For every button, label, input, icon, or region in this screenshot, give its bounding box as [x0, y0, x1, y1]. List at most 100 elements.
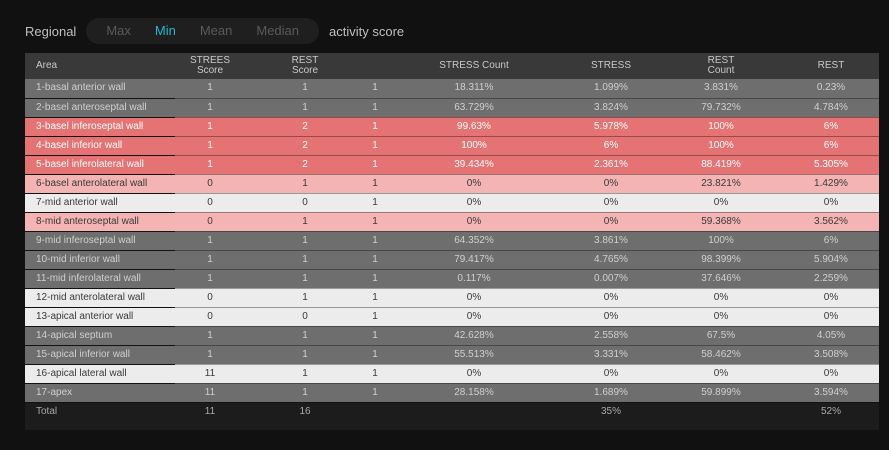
cell-extra: 1 [365, 174, 385, 194]
cell-rest: 0% [783, 307, 879, 327]
total-row: Total 11 16 35% 52% [25, 402, 879, 422]
cell-rest-score: 2 [245, 155, 365, 175]
cell-stress: 4.765% [563, 250, 659, 270]
cell-stress-score: 1 [175, 326, 245, 346]
cell-stress-count: 63.729% [385, 98, 563, 118]
cell-area: 4-basel inferior wall [25, 136, 175, 156]
table-row[interactable]: 7-mid anterior wall 0 0 1 0% 0% 0% 0% [25, 193, 879, 213]
cell-stress-score: 1 [175, 136, 245, 156]
cell-area: 16-apical lateral wall [25, 364, 175, 384]
cell-rest-score: 1 [245, 326, 365, 346]
cell-rest-count: 59.899% [659, 383, 783, 403]
cell-stress: 3.824% [563, 98, 659, 118]
table-row[interactable]: 5-basel inferolateral wall 1 2 1 39.434% 2.36… [25, 155, 879, 175]
col-header-area[interactable]: Area [36, 60, 58, 71]
cell-rest-count: 88.419% [659, 155, 783, 175]
cell-stress-count: 42.628% [385, 326, 563, 346]
cell-rest-count: 58.462% [659, 345, 783, 365]
cell-extra: 1 [365, 117, 385, 137]
cell-stress: 3.331% [563, 345, 659, 365]
score-table-panel: Area STREES Score REST Score STRESS Coun… [25, 53, 879, 430]
col-header-rest[interactable]: REST [817, 60, 845, 71]
cell-area: 12-mid anterolateral wall [25, 288, 175, 308]
cell-stress-count: 0% [385, 288, 563, 308]
cell-stress-count: 0% [385, 193, 563, 213]
cell-stress-count: 79.417% [385, 250, 563, 270]
col-header-stress-score[interactable]: STREES Score [190, 55, 231, 76]
cell-area: 5-basel inferolateral wall [25, 155, 175, 175]
cell-rest-count: 0% [659, 307, 783, 327]
cell-extra: 1 [365, 288, 385, 308]
cell-stress: 0% [563, 212, 659, 232]
cell-rest: 0.23% [783, 79, 879, 99]
table-row[interactable]: 2-basel anteroseptal wall 1 1 1 63.729% 3.824… [25, 98, 879, 118]
col-header-stress[interactable]: STRESS [590, 60, 631, 71]
col-header-blank [365, 53, 385, 79]
cell-stress-count: 39.434% [385, 155, 563, 175]
cell-area: 10-mid inferior wall [25, 250, 175, 270]
activity-score-table: Area STREES Score REST Score STRESS Coun… [25, 53, 879, 422]
option-max[interactable]: Max [106, 23, 131, 38]
cell-stress: 0% [563, 288, 659, 308]
table-row[interactable]: 6-basel anterolateral wall 0 1 1 0% 0% 23.821%… [25, 174, 879, 194]
total-cell-rest-score: 16 [245, 402, 365, 422]
cell-extra: 1 [365, 307, 385, 327]
cell-rest-score: 1 [245, 250, 365, 270]
cell-stress-count: 28.158% [385, 383, 563, 403]
cell-rest: 0% [783, 288, 879, 308]
cell-stress: 0% [563, 174, 659, 194]
col-header-rest-score[interactable]: REST Score [291, 55, 319, 76]
cell-rest-score: 1 [245, 269, 365, 289]
cell-rest: 5.904% [783, 250, 879, 270]
cell-stress: 5.978% [563, 117, 659, 137]
table-row[interactable]: 1-basal anterior wall 1 1 1 18.311% 1.099% 3.8… [25, 79, 879, 99]
cell-stress-count: 0% [385, 307, 563, 327]
cell-stress-count: 0% [385, 174, 563, 194]
option-min[interactable]: Min [154, 23, 176, 38]
col-header-stress-count[interactable]: STRESS Count [439, 60, 509, 71]
cell-stress-score: 0 [175, 174, 245, 194]
activity-score-label: activity score [329, 23, 405, 39]
cell-stress: 1.689% [563, 383, 659, 403]
table-row[interactable]: 12-mid anterolateral wall 0 1 1 0% 0% 0% 0% [25, 288, 879, 308]
table-row[interactable]: 11-mid inferolateral wall 1 1 1 0.117% 0.007%… [25, 269, 879, 289]
cell-extra: 1 [365, 383, 385, 403]
cell-rest: 6% [783, 117, 879, 137]
table-row[interactable]: 8-mid anteroseptal wall 0 1 1 0% 0% 59.368% 3.5… [25, 212, 879, 232]
total-cell-rest-count [659, 402, 783, 422]
cell-stress: 2.558% [563, 326, 659, 346]
table-row[interactable]: 15-apical inferior wall 1 1 1 55.513% 3.331% 5… [25, 345, 879, 365]
table-row[interactable]: 14-apical septum 1 1 1 42.628% 2.558% 67.5% 4.0… [25, 326, 879, 346]
cell-rest: 0% [783, 364, 879, 384]
cell-rest-count: 100% [659, 117, 783, 137]
cell-area: 7-mid anterior wall [25, 193, 175, 213]
cell-rest-score: 1 [245, 231, 365, 251]
cell-area: 11-mid inferolateral wall [25, 269, 175, 289]
table-row[interactable]: 4-basel inferior wall 1 2 1 100% 6% 100% 6% [25, 136, 879, 156]
cell-extra: 1 [365, 212, 385, 232]
cell-extra: 1 [365, 345, 385, 365]
view-selector-bar: Regional Max Min Mean Median activity sc… [25, 18, 404, 44]
cell-stress: 0% [563, 364, 659, 384]
cell-stress: 6% [563, 136, 659, 156]
table-row[interactable]: 17-apex 11 1 1 28.158% 1.689% 59.899% 3.594% [25, 383, 879, 403]
cell-rest-score: 1 [245, 174, 365, 194]
cell-stress-count: 0% [385, 212, 563, 232]
cell-rest-count: 0% [659, 193, 783, 213]
table-row[interactable]: 13-apical anterior wall 0 0 1 0% 0% 0% 0% [25, 307, 879, 327]
cell-extra: 1 [365, 326, 385, 346]
cell-area: 13-apical anterior wall [25, 307, 175, 327]
cell-stress: 2.361% [563, 155, 659, 175]
option-median[interactable]: Median [256, 23, 300, 38]
cell-rest: 3.562% [783, 212, 879, 232]
cell-stress-count: 0.117% [385, 269, 563, 289]
table-row[interactable]: 10-mid inferior wall 1 1 1 79.417% 4.765% 98.3… [25, 250, 879, 270]
table-row[interactable]: 3-basel inferoseptal wall 1 2 1 99.63% 5.978%… [25, 117, 879, 137]
table-row[interactable]: 9-mid inferoseptal wall 1 1 1 64.352% 3.861% 1… [25, 231, 879, 251]
col-header-rest-count[interactable]: REST Count [707, 55, 735, 76]
table-row[interactable]: 16-apical lateral wall 11 1 1 0% 0% 0% 0% [25, 364, 879, 384]
cell-stress-count: 100% [385, 136, 563, 156]
cell-rest-count: 3.831% [659, 79, 783, 99]
option-mean[interactable]: Mean [199, 23, 233, 38]
cell-rest-score: 0 [245, 193, 365, 213]
